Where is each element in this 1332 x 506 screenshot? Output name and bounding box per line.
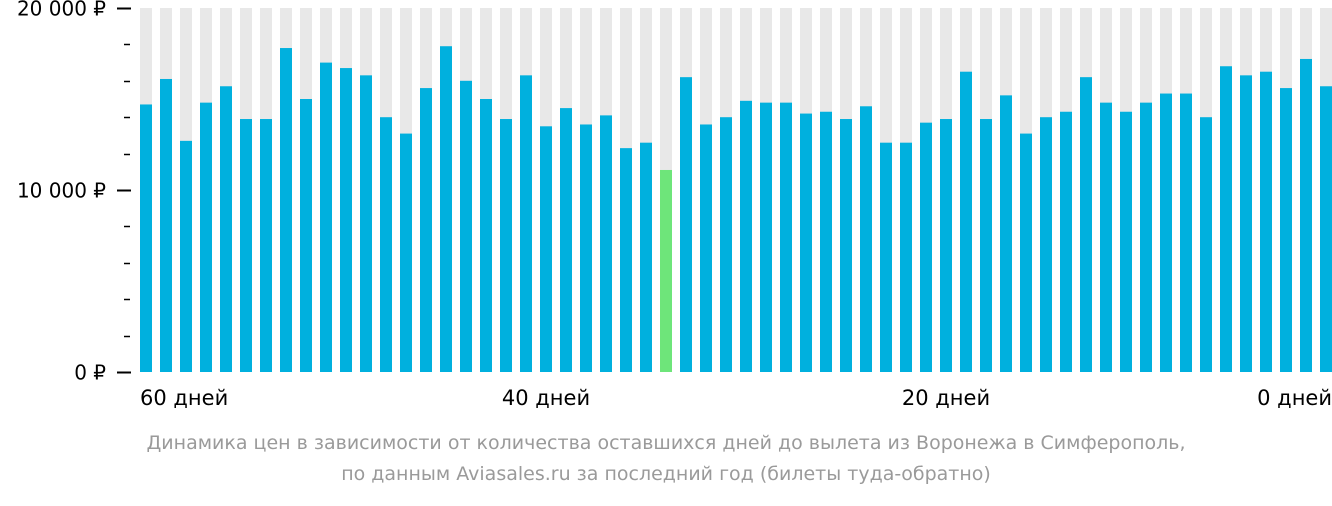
bar bbox=[1040, 117, 1052, 372]
bar bbox=[580, 124, 592, 372]
y-tick-label: 10 000 ₽ bbox=[17, 179, 106, 203]
bar bbox=[220, 86, 232, 372]
data-bars bbox=[140, 46, 1332, 373]
bar bbox=[320, 62, 332, 372]
bar bbox=[560, 108, 572, 372]
bar bbox=[1120, 111, 1132, 373]
bar bbox=[700, 124, 712, 372]
bar bbox=[1180, 93, 1192, 372]
bar bbox=[860, 106, 872, 372]
bar bbox=[1300, 58, 1312, 373]
bar bbox=[720, 117, 732, 372]
bar bbox=[1200, 117, 1212, 372]
bar bbox=[1320, 86, 1332, 372]
bar bbox=[980, 119, 992, 373]
bar bbox=[820, 111, 832, 373]
bar bbox=[1260, 71, 1272, 372]
y-tick-label: 20 000 ₽ bbox=[17, 0, 106, 21]
bar bbox=[420, 88, 432, 372]
bar bbox=[880, 142, 892, 372]
bar bbox=[1100, 102, 1112, 372]
bar bbox=[940, 119, 952, 373]
bar bbox=[600, 115, 612, 372]
bar bbox=[460, 80, 472, 373]
bar bbox=[180, 140, 192, 372]
x-tick-label: 60 дней bbox=[140, 386, 228, 410]
bar bbox=[1060, 111, 1072, 373]
bar bbox=[620, 148, 632, 372]
bar bbox=[1020, 133, 1032, 372]
bar bbox=[840, 119, 852, 373]
bar bbox=[360, 75, 372, 372]
bar bbox=[1160, 93, 1172, 372]
bar bbox=[300, 99, 312, 372]
bar bbox=[440, 46, 452, 372]
x-tick-label: 40 дней bbox=[502, 386, 590, 410]
bar bbox=[380, 117, 392, 372]
bar bbox=[500, 119, 512, 373]
bar bbox=[960, 71, 972, 372]
bar bbox=[260, 119, 272, 373]
bar bbox=[680, 77, 692, 372]
bar bbox=[760, 102, 772, 372]
bar bbox=[540, 126, 552, 372]
bar bbox=[1280, 88, 1292, 372]
bar bbox=[280, 48, 292, 372]
bar bbox=[1140, 102, 1152, 372]
y-axis: 20 000 ₽ 10 000 ₽ 0 ₽ bbox=[17, 0, 131, 385]
bar bbox=[240, 119, 252, 373]
bar bbox=[1220, 66, 1232, 373]
background-bars bbox=[140, 8, 1332, 372]
bar bbox=[140, 104, 152, 373]
bar bbox=[800, 113, 812, 372]
bar-cheapest bbox=[660, 169, 672, 372]
x-tick-label: 0 дней bbox=[1257, 386, 1332, 410]
bar bbox=[1240, 75, 1252, 372]
bar bbox=[400, 133, 412, 372]
bar bbox=[1000, 95, 1012, 373]
bar bbox=[340, 68, 352, 372]
bar bbox=[160, 78, 172, 372]
bar bbox=[780, 102, 792, 372]
bar bbox=[640, 142, 652, 372]
bar bbox=[740, 100, 752, 372]
bar bbox=[200, 102, 212, 372]
caption-line-1: Динамика цен в зависимости от количества… bbox=[146, 432, 1186, 454]
y-tick-label: 0 ₽ bbox=[74, 361, 106, 385]
bar bbox=[920, 122, 932, 372]
bar bbox=[480, 99, 492, 372]
x-tick-label: 20 дней bbox=[902, 386, 990, 410]
bar bbox=[520, 75, 532, 372]
caption-line-2: по данным Aviasales.ru за последний год … bbox=[341, 463, 991, 485]
x-axis: 60 дней 40 дней 20 дней 0 дней bbox=[140, 386, 1332, 410]
bar bbox=[900, 142, 912, 372]
bar bbox=[1080, 77, 1092, 372]
